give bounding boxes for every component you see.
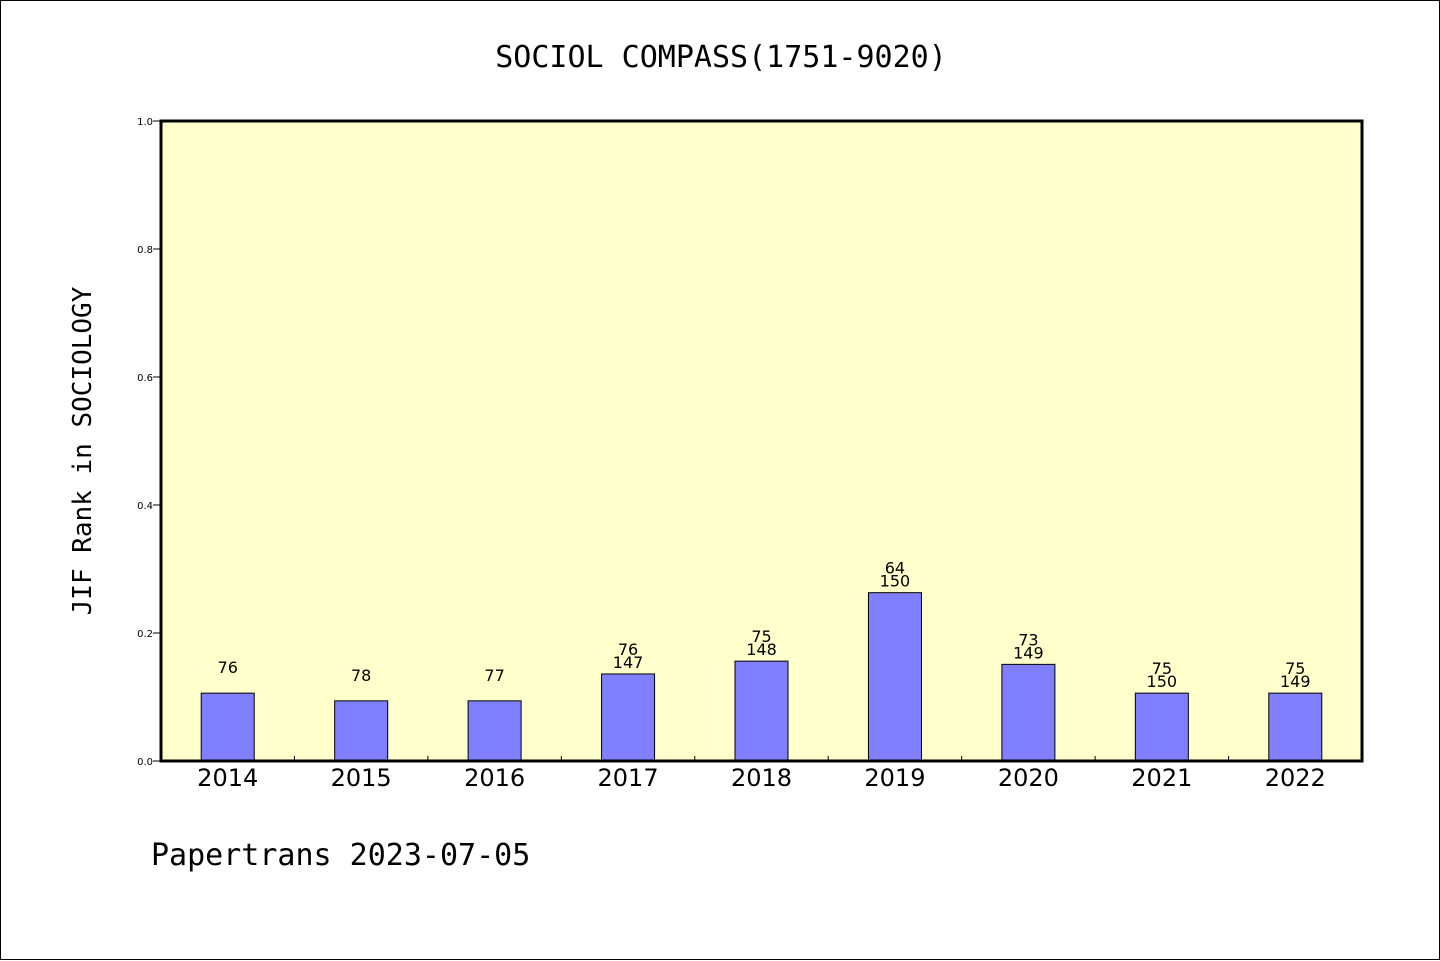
data-label-rank: 76 bbox=[618, 640, 638, 659]
x-tick-label: 2016 bbox=[464, 764, 525, 792]
footer-credit: Papertrans 2023-07-05 bbox=[151, 838, 530, 873]
data-label-total: 149 bbox=[1013, 643, 1044, 662]
data-label-total: 150 bbox=[1147, 672, 1178, 691]
bar-2016 bbox=[467, 700, 522, 762]
plot-area bbox=[161, 121, 1362, 761]
bar-2020 bbox=[1001, 663, 1056, 762]
data-label-rank: 75 bbox=[1285, 659, 1305, 678]
bar-2017 bbox=[601, 673, 656, 762]
data-label: 78 bbox=[351, 666, 371, 685]
x-tick-label: 2020 bbox=[998, 764, 1059, 792]
data-label-total: 147 bbox=[613, 653, 644, 672]
y-tick-label: 0.4 bbox=[137, 501, 153, 512]
y-tick-label: 0.2 bbox=[137, 629, 153, 640]
x-tick-label: 2022 bbox=[1265, 764, 1326, 792]
x-tick-label: 2018 bbox=[731, 764, 792, 792]
bar-2022 bbox=[1268, 692, 1323, 762]
bar-2014 bbox=[200, 692, 255, 762]
data-label: 77 bbox=[484, 666, 504, 685]
bar-2019 bbox=[867, 592, 922, 762]
y-axis-label: JIF Rank in SOCIOLOGY bbox=[68, 286, 98, 615]
y-tick-label: 1.0 bbox=[137, 117, 153, 128]
data-label-rank: 64 bbox=[885, 559, 905, 578]
data-label: 76 bbox=[218, 658, 238, 677]
data-label-rank: 73 bbox=[1018, 630, 1038, 649]
x-axis: 2014 2015 2016 2017 2018 2019 2020 2021 2022 bbox=[197, 756, 1326, 792]
data-label-total: 150 bbox=[880, 572, 911, 591]
x-tick-label: 2017 bbox=[598, 764, 659, 792]
data-label-rank: 75 bbox=[1152, 659, 1172, 678]
y-axis: 0.0 0.2 0.4 0.6 0.8 1.0 bbox=[137, 117, 161, 768]
bar-2015 bbox=[334, 700, 389, 762]
x-tick-label: 2015 bbox=[331, 764, 392, 792]
data-label-rank: 75 bbox=[751, 627, 771, 646]
bar-2018 bbox=[734, 660, 789, 762]
x-tick-label: 2014 bbox=[197, 764, 258, 792]
data-label-total: 148 bbox=[746, 640, 777, 659]
bars-group bbox=[200, 592, 1323, 762]
data-label-total: 149 bbox=[1280, 672, 1311, 691]
x-tick-label: 2019 bbox=[864, 764, 925, 792]
plot-border bbox=[159, 119, 1364, 763]
chart-title: SOCIOL COMPASS(1751-9020) bbox=[495, 40, 947, 75]
y-tick-label: 0.6 bbox=[137, 373, 153, 384]
y-tick-label: 0.8 bbox=[137, 245, 153, 256]
bar-2021 bbox=[1134, 692, 1189, 762]
x-tick-label: 2021 bbox=[1131, 764, 1192, 792]
y-tick-label: 0.0 bbox=[137, 757, 153, 768]
